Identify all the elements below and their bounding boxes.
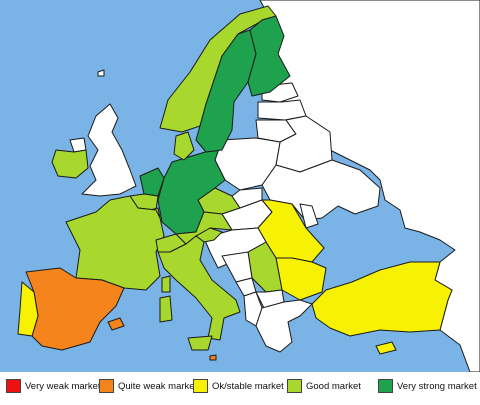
country-slovakia[interactable]: [231, 187, 263, 209]
country-netherlands[interactable]: [139, 167, 165, 197]
country-germany[interactable]: [157, 139, 226, 235]
island-corsica: [161, 275, 171, 293]
legend-item-very-strong: Very strong market: [378, 378, 477, 394]
legend-item-good: Good market: [287, 378, 361, 394]
island-sardinia: [159, 295, 173, 323]
island-faroe: [97, 69, 105, 77]
country-cyprus[interactable]: [375, 341, 397, 355]
legend-swatch-ok-stable: [193, 379, 208, 393]
country-italy[interactable]: [157, 235, 241, 341]
country-denmark[interactable]: [173, 131, 195, 161]
legend: Very weak market Quite weak market Ok/st…: [0, 372, 480, 405]
country-finland[interactable]: [247, 15, 291, 97]
legend-label: Very strong market: [397, 380, 477, 392]
country-ireland[interactable]: [51, 149, 89, 179]
country-greece[interactable]: [255, 299, 313, 353]
legend-label: Quite weak market: [118, 380, 198, 392]
country-bulgaria[interactable]: [275, 257, 327, 301]
country-moldova[interactable]: [299, 203, 319, 229]
country-turkey[interactable]: [311, 261, 453, 337]
country-united-kingdom[interactable]: [81, 103, 137, 197]
legend-item-ok-stable: Ok/stable market: [193, 378, 284, 394]
island-sicily: [187, 335, 213, 351]
country-malta[interactable]: [209, 354, 217, 361]
legend-label: Ok/stable market: [212, 380, 284, 392]
legend-swatch-quite-weak: [99, 379, 114, 393]
legend-swatch-very-weak: [6, 379, 21, 393]
legend-swatch-good: [287, 379, 302, 393]
legend-item-quite-weak: Quite weak market: [99, 378, 197, 394]
legend-label: Very weak market: [25, 380, 101, 392]
map-svg: [0, 0, 480, 372]
legend-item-very-weak: Very weak market: [6, 378, 101, 394]
legend-swatch-very-strong: [378, 379, 393, 393]
legend-label: Good market: [306, 380, 361, 392]
country-portugal[interactable]: [17, 281, 39, 337]
island-balearic: [107, 317, 125, 331]
